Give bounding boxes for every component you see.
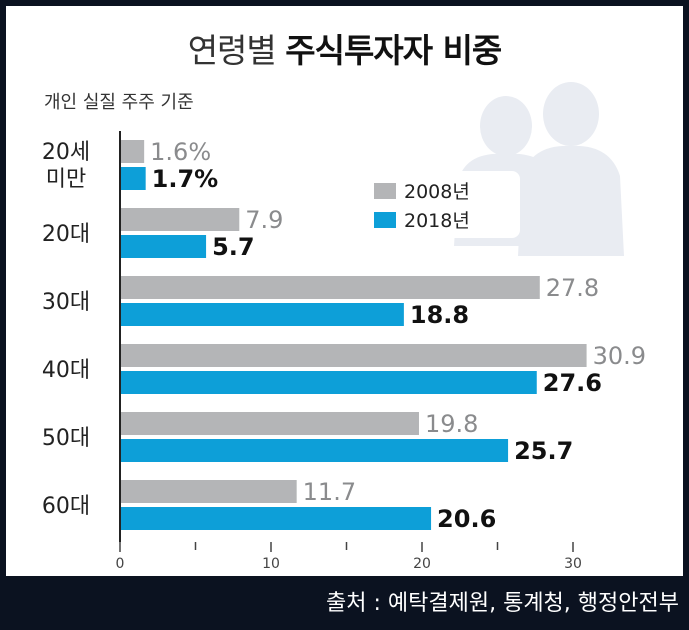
category-label: 30대 <box>42 290 90 315</box>
data-label: 20.6 <box>437 505 496 533</box>
data-label: 25.7 <box>514 437 573 465</box>
chart-title-light: 연령별 <box>187 31 277 70</box>
x-tick-label: 20 <box>413 556 431 572</box>
legend-box <box>358 171 520 238</box>
legend: 2008년 2018년 <box>358 171 520 238</box>
x-tick-label: 0 <box>116 556 125 572</box>
bar-2008-3 <box>120 344 587 367</box>
data-label: 7.9 <box>245 206 283 234</box>
data-label: 27.8 <box>546 274 599 302</box>
data-label: 1.6% <box>150 138 211 166</box>
chart-panel: 연령별 주식투자자 비중 개인 실질 주주 기준 1.6% 1.7% 7.9 5.7 2… <box>6 6 683 576</box>
bar-2018-2 <box>120 303 404 326</box>
data-label: 1.7% <box>152 165 219 193</box>
bar-2018-5 <box>120 507 432 530</box>
legend-swatch-2008 <box>374 183 396 199</box>
data-label: 18.8 <box>410 301 469 329</box>
bar-chart: 1.6%1.7% 7.95.7 27.8 18.8 30.927.6 19.8 25.7 11… <box>42 82 646 572</box>
category-label: 60대 <box>42 494 90 519</box>
data-label: 11.7 <box>303 478 356 506</box>
bar-2018-1 <box>120 235 207 258</box>
legend-label-2018: 2018년 <box>404 210 470 232</box>
category-label: 20대 <box>42 222 90 247</box>
bar-2018-3 <box>120 371 537 394</box>
bar-2008-2 <box>120 276 540 299</box>
data-label: 30.9 <box>593 342 646 370</box>
chart-subtitle: 개인 실질 주주 기준 <box>44 92 194 113</box>
bar-2008-4 <box>120 412 419 435</box>
chart-title-bold: 주식투자자 비중 <box>285 31 502 70</box>
chart-title: 연령별 주식투자자 비중 <box>6 24 683 72</box>
bar-2018-4 <box>120 439 509 462</box>
legend-label-2008: 2008년 <box>404 181 470 203</box>
bar-2008-5 <box>120 480 297 503</box>
category-label: 20세 <box>42 140 90 165</box>
category-label: 40대 <box>42 358 90 383</box>
bar-2008-0 <box>120 140 145 163</box>
bar-2018-0 <box>120 167 146 190</box>
category-label: 50대 <box>42 426 90 451</box>
x-tick-label: 30 <box>564 556 582 572</box>
bar-2008-1 <box>120 208 240 231</box>
data-label: 27.6 <box>543 369 602 397</box>
data-label: 5.7 <box>212 233 255 261</box>
x-tick-label: 10 <box>262 556 280 572</box>
source-note: 출처 : 예탁결제원, 통계청, 행정안전부 <box>326 591 679 616</box>
data-label: 19.8 <box>425 410 478 438</box>
bars-layer: 1.6%1.7% 7.95.7 27.8 18.8 30.927.6 19.8 25.7 11… <box>120 138 646 533</box>
category-label: 미만 <box>46 167 86 192</box>
legend-swatch-2018 <box>374 212 396 228</box>
